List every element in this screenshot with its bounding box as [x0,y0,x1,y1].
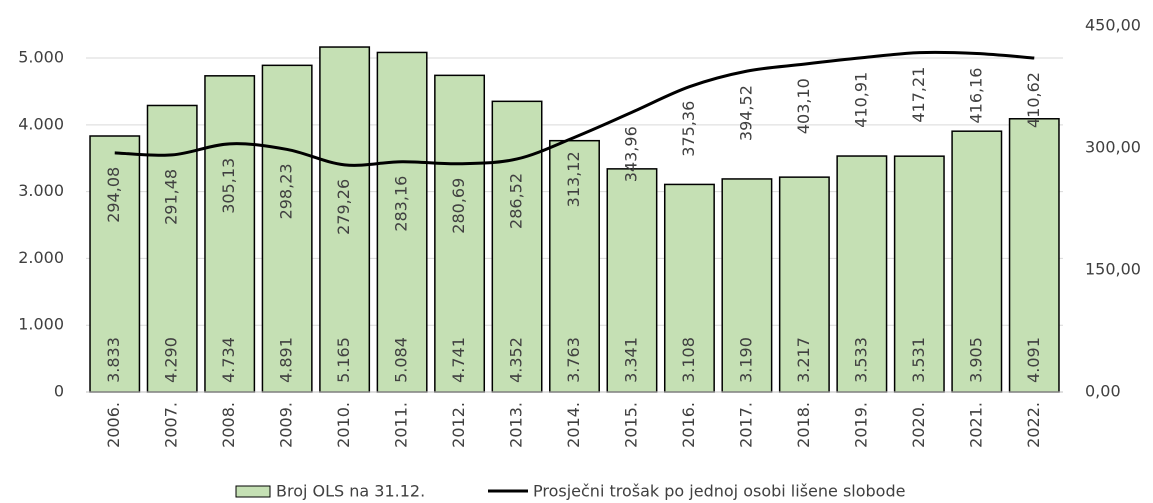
line-value-label: 305,13 [219,158,238,214]
bar-value-label: 3.217 [794,337,813,383]
line-value-label: 416,16 [966,68,985,124]
bar-value-label: 4.091 [1024,337,1043,383]
line-value-label: 410,62 [1024,72,1043,128]
x-tick-label: 2009. [277,402,296,448]
x-tick-label: 2014. [564,402,583,448]
legend-label: Broj OLS na 31.12. [276,482,425,501]
bar [836,155,888,393]
bar-value-label: 5.165 [334,337,353,383]
x-tick-label: 2010. [334,402,353,448]
bar [1008,118,1060,393]
x-tick-label: 2018. [794,402,813,448]
y2-tick-label: 0,00 [1085,382,1121,401]
bar-value-label: 3.108 [679,337,698,383]
bar-value-label: 3.341 [621,337,640,383]
x-tick-label: 2021. [966,402,985,448]
line-value-label: 410,91 [851,72,870,128]
x-tick-label: 2020. [909,402,928,448]
bar [376,51,428,393]
bar [778,176,830,393]
x-tick-label: 2008. [219,402,238,448]
x-tick-label: 2007. [162,402,181,448]
x-tick-label: 2011. [392,402,411,448]
y-tick-label: 0 [54,382,64,401]
y-tick-label: 1.000 [18,315,64,334]
bar [261,64,313,393]
bar-value-label: 4.290 [162,337,181,383]
line-value-label: 294,08 [104,167,123,223]
bar [434,74,486,393]
x-tick-label: 2013. [507,402,526,448]
y2-tick-label: 150,00 [1085,260,1141,279]
line-value-label: 283,16 [392,176,411,232]
x-tick-label: 2022. [1024,402,1043,448]
y-tick-label: 2.000 [18,248,64,267]
x-tick-label: 2015. [621,402,640,448]
legend-swatch [235,485,271,498]
bar-value-label: 3.531 [909,337,928,383]
bar [319,46,371,393]
bar-value-label: 4.741 [449,337,468,383]
y2-tick-label: 450,00 [1085,16,1141,35]
bar-value-label: 4.352 [507,337,526,383]
line-value-label: 280,69 [449,178,468,234]
y-tick-label: 4.000 [18,114,64,133]
bar-value-label: 3.763 [564,337,583,383]
bar-value-label: 5.084 [392,337,411,383]
line-value-label: 375,36 [679,101,698,157]
line-value-label: 298,23 [277,163,296,219]
bar [721,178,773,393]
bar [204,75,256,393]
bar-value-label: 3.905 [966,337,985,383]
bar [663,183,715,393]
x-tick-label: 2016. [679,402,698,448]
legend-label: Prosječni trošak po jednoj osobi lišene … [533,482,905,501]
bar [951,130,1003,393]
bar [606,168,658,393]
line-value-label: 343,96 [621,126,640,182]
x-tick-label: 2006. [104,402,123,448]
bar [491,100,543,393]
x-tick-label: 2012. [449,402,468,448]
y-tick-label: 3.000 [18,181,64,200]
bar-value-label: 4.891 [277,337,296,383]
line-value-label: 279,26 [334,179,353,235]
line-value-label: 286,52 [507,173,526,229]
bar [893,155,945,393]
x-tick-label: 2019. [851,402,870,448]
line-value-label: 313,12 [564,151,583,207]
bar-value-label: 3.833 [104,337,123,383]
line-value-label: 394,52 [736,85,755,141]
line-value-label: 291,48 [162,169,181,225]
y-tick-label: 5.000 [18,48,64,67]
line-value-label: 417,21 [909,67,928,123]
bar-value-label: 3.190 [736,337,755,383]
bar-value-label: 3.533 [851,337,870,383]
bar-value-label: 4.734 [219,337,238,383]
x-tick-label: 2017. [736,402,755,448]
line [114,50,1035,167]
line-value-label: 403,10 [794,78,813,134]
y2-tick-label: 300,00 [1085,138,1141,157]
